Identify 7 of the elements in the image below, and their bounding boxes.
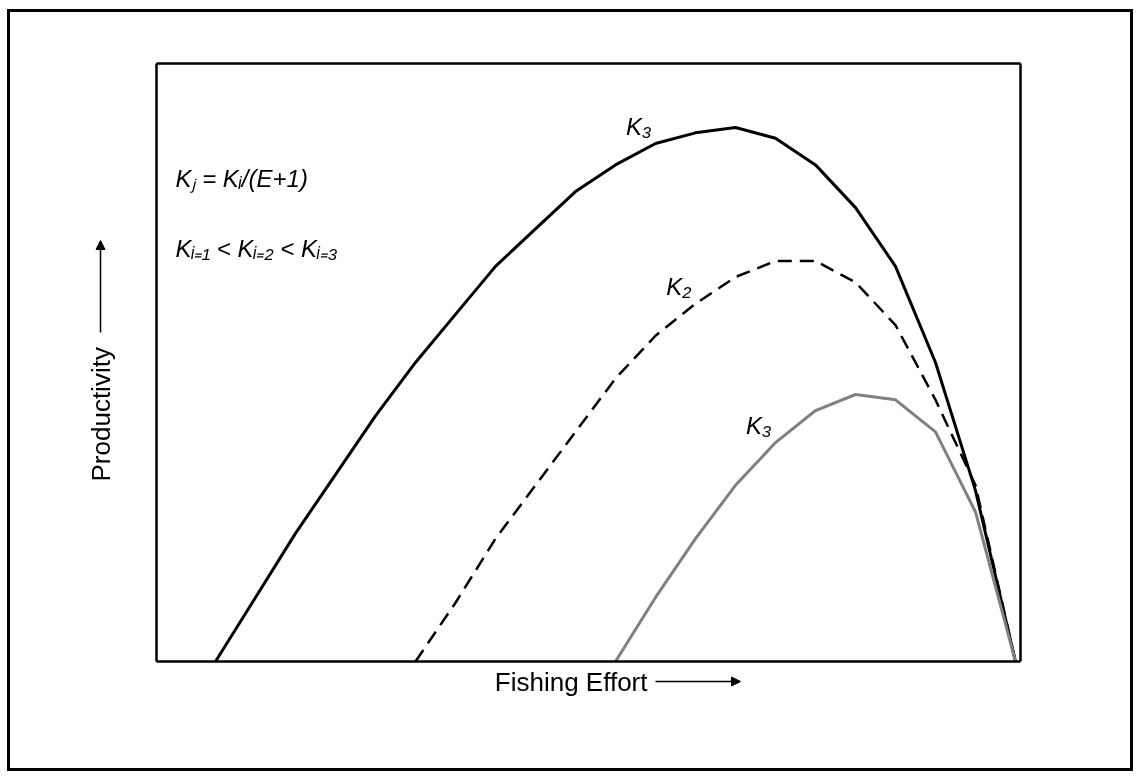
series-label: K₂ <box>666 272 692 300</box>
annotation: Kᵢ₌₁ < Kᵢ₌₂ < Kᵢ₌₃ <box>175 235 338 262</box>
x-axis-title: Fishing Effort <box>494 666 649 697</box>
series-label: K₃ <box>625 112 652 140</box>
y-axis-title: Productivity <box>85 347 116 482</box>
series-label: K₃ <box>745 411 772 439</box>
annotation: Kⱼ = Kᵢ/(E+1) <box>175 165 308 193</box>
